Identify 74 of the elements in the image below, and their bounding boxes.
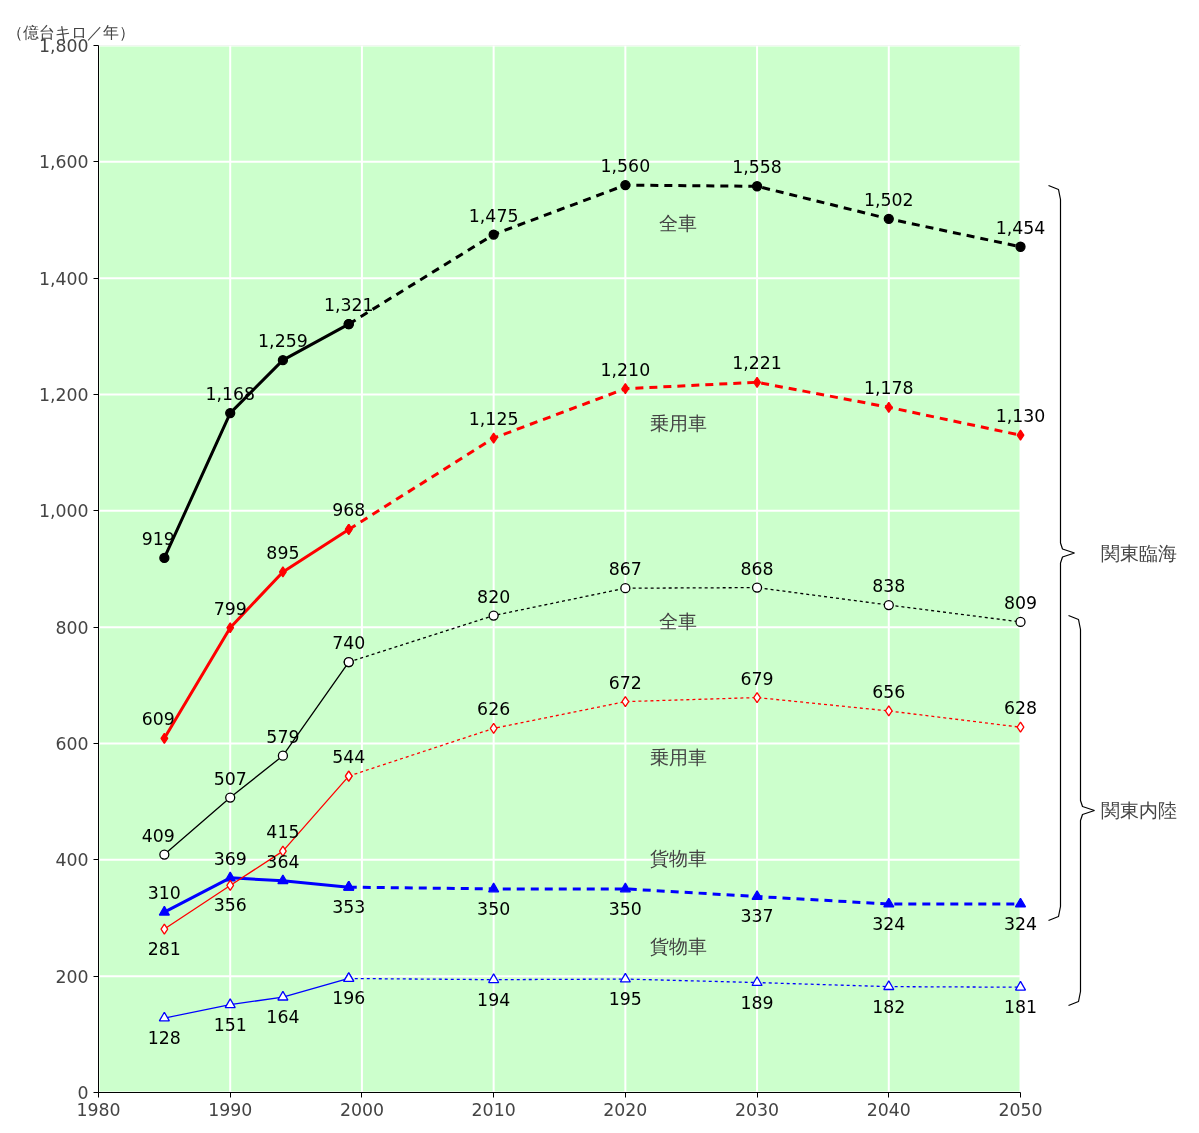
data-label: 1,221 [732,353,782,374]
x-tick-label: 2000 [339,1099,384,1120]
data-label: 350 [477,898,511,919]
data-label: 1,502 [863,189,914,210]
data-label: 895 [266,542,300,563]
data-label: 353 [332,897,366,918]
data-label: 356 [213,895,247,916]
data-label: 968 [332,500,366,521]
annotation: 全車 [659,611,698,633]
data-label: 128 [147,1028,181,1049]
annotation: 乗用車 [649,412,707,434]
y-tick-label: 800 [55,617,89,638]
data-label: 1,125 [468,409,519,430]
data-label: 809 [1003,592,1038,613]
data-label: 151 [213,1014,247,1035]
annotation: 全車 [659,213,698,235]
y-tick-label: 1,000 [38,501,89,522]
data-label: 609 [141,709,175,730]
x-tick-label: 2050 [998,1099,1043,1120]
data-label: 369 [213,848,247,869]
data-label: 544 [332,747,366,768]
data-label: 1,130 [995,406,1046,427]
annotation: 貨物車 [649,936,707,958]
data-label: 1,259 [258,331,308,352]
data-label: 196 [332,988,366,1009]
data-label: 164 [266,1007,300,1028]
y-tick-label: 1,400 [38,268,89,289]
data-label: 415 [266,822,300,843]
data-label: 672 [608,672,642,693]
data-label: 310 [147,883,181,904]
data-label: 656 [872,681,906,702]
data-label: 838 [872,576,906,597]
x-tick-label: 2030 [735,1099,780,1120]
data-label: 324 [1003,914,1038,935]
data-label: 337 [740,906,774,927]
data-label: 350 [608,898,642,919]
data-label: 740 [332,633,366,654]
data-label: 507 [213,768,247,789]
data-label: 1,558 [732,157,782,178]
data-label: 626 [477,699,511,720]
text: 関東臨海 [1100,542,1177,564]
y-tick-label: 600 [55,734,89,754]
y-tick-label: 400 [55,850,89,871]
y-tick-label: 1,200 [38,385,89,405]
y-tick-label: 200 [55,966,89,987]
data-label: 1,178 [863,378,914,399]
data-label: 189 [740,992,774,1013]
data-label: 868 [740,558,774,579]
data-label: 1,475 [468,205,519,226]
data-label: 1,210 [600,359,651,380]
data-label: 195 [608,989,642,1010]
data-label: 364 [266,851,300,872]
data-label: 281 [147,939,181,960]
data-label: 182 [872,996,906,1017]
data-label: 799 [213,598,247,619]
data-label: 1,454 [995,217,1046,238]
text: 関東内陸 [1100,800,1177,821]
annotation: 貨物車 [649,848,707,870]
x-tick-label: 2010 [471,1099,516,1120]
data-label: 181 [1003,997,1038,1018]
annotation: 乗用車 [649,747,707,769]
data-label: 1,321 [323,295,374,316]
y-tick-label: 1,600 [38,152,89,173]
data-label: 324 [872,914,906,935]
x-tick-label: 1990 [208,1099,253,1120]
data-label: 1,560 [600,156,651,177]
data-label: 194 [477,989,511,1010]
x-tick-label: 2020 [603,1099,648,1120]
data-label: 679 [740,668,774,689]
x-tick-label: 2040 [866,1099,911,1120]
data-label: 867 [608,559,642,580]
data-label: 820 [477,586,511,607]
data-label: 628 [1003,698,1038,719]
data-label: 409 [141,825,175,846]
